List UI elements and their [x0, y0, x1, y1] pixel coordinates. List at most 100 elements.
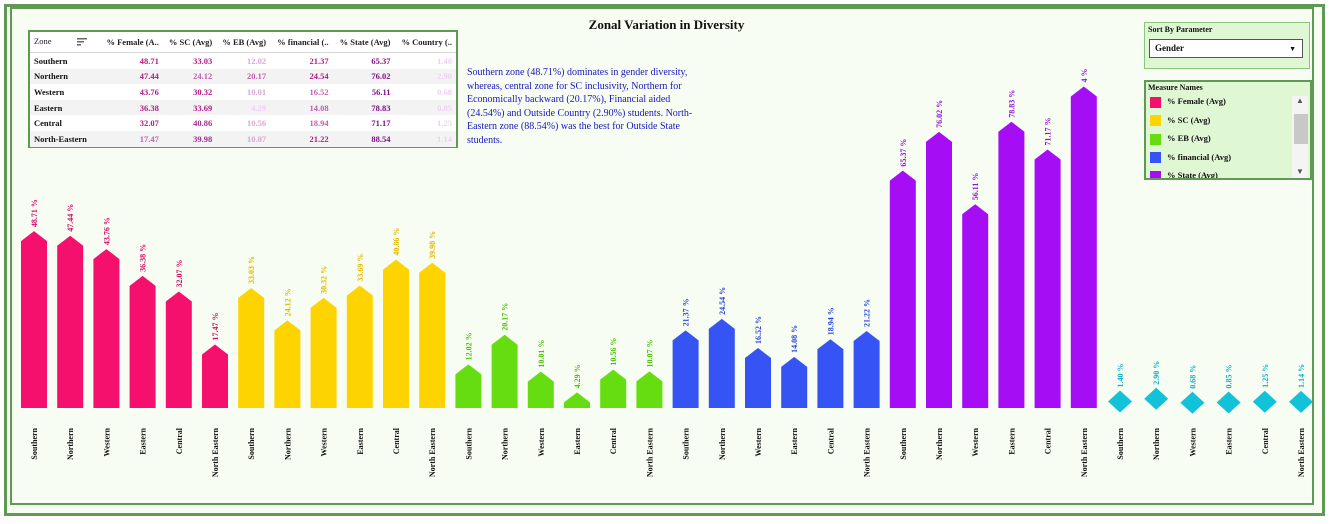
table-cell: 20.17 — [216, 68, 271, 85]
table-row: Eastern 36.38 33.69 4.29 14.08 78.83 0.85 — [30, 99, 456, 116]
table-cell: 40.86 — [193, 118, 213, 129]
bar-value-label: 76.02 % — [935, 100, 944, 128]
chart-bar[interactable] — [1180, 391, 1205, 414]
chart-bar[interactable] — [129, 275, 156, 408]
scrollbar-thumb[interactable] — [1294, 114, 1308, 144]
table-header-label: Zone — [34, 36, 52, 47]
table-cell: 10.01 — [246, 86, 267, 97]
category-tick-label: Southern — [899, 427, 908, 459]
sort-icon[interactable] — [77, 37, 88, 48]
legend-swatch — [1150, 115, 1161, 127]
legend-item[interactable]: % financial (Avg) — [1150, 152, 1231, 166]
table-row: North-Eastern 17.47 39.98 10.07 21.22 88.54 1.… — [30, 130, 456, 147]
table-cell: 47.44 — [99, 68, 163, 85]
chart-bar[interactable] — [889, 170, 916, 408]
chart-bar[interactable] — [600, 369, 627, 408]
table-cell-zone: Eastern — [30, 99, 100, 116]
bar-value-label: 1.14 % — [1297, 364, 1306, 388]
table-cell: 88.54 — [332, 130, 395, 147]
table-cell: 32.07 — [139, 118, 159, 129]
chart-bar[interactable] — [491, 334, 518, 408]
dashboard-inner-frame — [10, 7, 1314, 505]
sort-parameter-panel: Sort By Parameter Gender ▼ — [1144, 22, 1310, 69]
bar-value-label: 0.68 % — [1188, 365, 1197, 389]
chart-bar[interactable] — [962, 204, 989, 408]
table-cell-zone: Northern — [30, 68, 100, 85]
sort-parameter-value: Gender — [1155, 43, 1184, 53]
chart-bar[interactable] — [672, 330, 699, 408]
table-header-5[interactable]: % State (Avg) — [332, 32, 395, 53]
chart-bar[interactable] — [1144, 387, 1169, 410]
category-tick-label: Central — [1044, 427, 1053, 454]
category-tick-label: Western — [320, 427, 329, 456]
bar-value-label: 48.71 % — [30, 199, 39, 227]
chart-bar[interactable] — [527, 371, 554, 408]
chart-bar[interactable] — [1108, 390, 1132, 413]
bar-value-label: 65.37 % — [899, 139, 908, 167]
chart-bar[interactable] — [1034, 149, 1061, 408]
category-tick-label: Northern — [501, 427, 510, 460]
table-cell: 0.85 — [394, 99, 456, 116]
category-tick-label: North Eastern — [1080, 427, 1089, 477]
chart-title: Zonal Variation in Diversity — [588, 17, 745, 32]
legend-item[interactable]: % EB (Avg) — [1150, 133, 1211, 147]
table-cell-zone: Central — [34, 118, 62, 129]
chart-bar[interactable] — [853, 330, 880, 408]
sort-parameter-dropdown[interactable]: Gender ▼ — [1149, 39, 1303, 58]
bar-value-label: 12.02 % — [464, 332, 473, 360]
category-tick-label: Central — [392, 427, 401, 454]
legend-item[interactable]: % Female (Avg) — [1150, 96, 1226, 110]
legend-item[interactable]: % SC (Avg) — [1150, 115, 1210, 129]
chart-bar[interactable] — [1216, 391, 1241, 414]
chart-bar[interactable] — [1252, 390, 1277, 413]
chart-bar[interactable] — [817, 339, 844, 408]
chart-bar[interactable] — [708, 318, 735, 408]
chart-bar[interactable] — [419, 262, 446, 408]
table-cell: 14.08 — [270, 99, 333, 116]
scroll-up-icon[interactable]: ▲ — [1296, 96, 1304, 105]
chart-bar[interactable] — [781, 356, 808, 408]
chart-bar[interactable] — [202, 344, 228, 408]
chart-bar[interactable] — [57, 235, 84, 408]
bar-value-label: 2.90 % — [1152, 361, 1161, 385]
table-cell: 1.40 — [437, 55, 452, 66]
chart-bar[interactable] — [383, 259, 409, 408]
chart-bar[interactable] — [310, 297, 337, 408]
chart-bar[interactable] — [745, 348, 771, 408]
table-cell: 24.12 — [162, 68, 217, 85]
chart-bar[interactable] — [1070, 86, 1097, 409]
table-header-4[interactable]: % financial (.. — [270, 32, 333, 53]
bar-value-label: 71.17 % — [1044, 118, 1053, 146]
bar-value-label: 36.38 % — [139, 244, 148, 272]
table-cell: 12.02 — [246, 55, 267, 66]
chart-bar[interactable] — [165, 291, 192, 408]
table-cell-zone: North-Eastern — [30, 130, 100, 147]
category-tick-label: Western — [102, 427, 111, 456]
category-tick-label: Eastern — [790, 427, 799, 454]
chart-bar[interactable] — [274, 320, 301, 408]
chart-bar[interactable] — [926, 131, 952, 408]
table-header-3[interactable]: % EB (Avg) — [216, 32, 271, 53]
chart-bar[interactable] — [1289, 390, 1313, 413]
table-header-zone[interactable]: Zone — [30, 32, 100, 53]
legend-swatch — [1150, 133, 1161, 145]
table-cell: 10.56 — [246, 118, 267, 129]
table-header-1[interactable]: % Female (A.. — [99, 32, 163, 53]
chart-bar[interactable] — [346, 285, 373, 408]
scroll-down-icon[interactable]: ▼ — [1296, 167, 1304, 176]
chart-bar[interactable] — [238, 288, 265, 408]
table-cell: 18.94 — [309, 118, 329, 129]
legend-item[interactable]: % State (Avg) — [1150, 170, 1218, 178]
chart-bar[interactable] — [998, 121, 1025, 409]
chart-bar[interactable] — [455, 364, 482, 408]
chart-bar[interactable] — [564, 392, 590, 408]
table-row: Southern 48.71 33.03 12.02 21.37 65.37 1.40 — [30, 53, 456, 69]
table-header-2[interactable]: % SC (Avg) — [162, 32, 217, 53]
chart-bar[interactable] — [21, 231, 47, 408]
bar-value-label: 32.07 % — [175, 260, 184, 288]
legend-scrollbar[interactable]: ▲ ▼ — [1292, 96, 1308, 178]
table-header-6[interactable]: % Country (.. — [394, 32, 456, 53]
chart-bar[interactable] — [93, 249, 120, 408]
table-row: Northern 47.44 24.12 20.17 24.54 76.02 2.90 — [30, 68, 456, 85]
chart-bar[interactable] — [636, 371, 663, 408]
